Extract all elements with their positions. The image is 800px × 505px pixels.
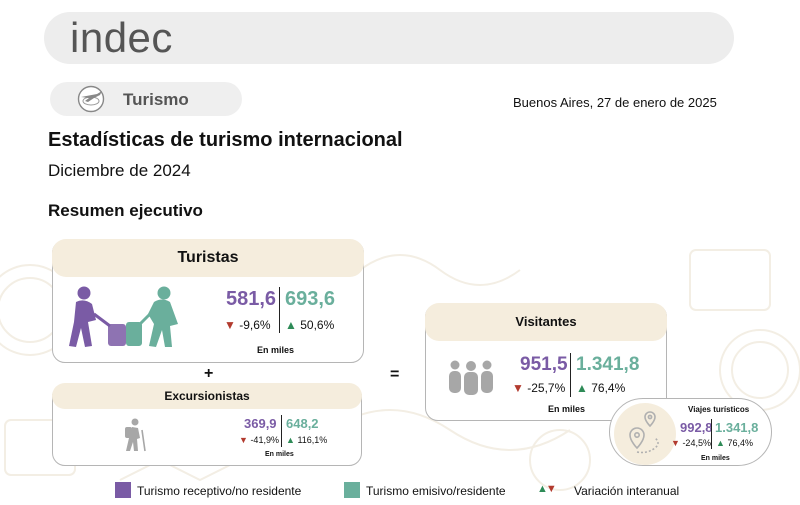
turistas-unit: En miles: [257, 345, 295, 355]
excursionistas-receptivo-value: 369,9: [244, 416, 277, 431]
visitantes-title: Visitantes: [515, 314, 577, 329]
up-arrow-icon: ▲: [537, 483, 548, 495]
excursionistas-receptivo-variation: ▼ -41,9%: [239, 435, 279, 445]
viajes-unit: En miles: [701, 455, 730, 462]
viajes-emisivo-variation: ▲ 76,4%: [716, 438, 753, 448]
excursionistas-title: Excursionistas: [164, 389, 250, 403]
hiker-icon: [125, 418, 146, 452]
visitantes-receptivo-value: 951,5: [520, 354, 568, 375]
up-arrow-icon: ▲: [716, 438, 725, 448]
turistas-emisivo-value: 693,6: [285, 288, 336, 310]
viajes-emisivo-value: 1.341,8: [715, 420, 759, 435]
excursionistas-card-header: Excursionistas: [52, 383, 362, 409]
excursionistas-emisivo-variation: ▲ 116,1%: [286, 435, 327, 445]
turistas-receptivo-var-label: -9,6%: [239, 318, 271, 332]
visitantes-emisivo-value: 1.341,8: [576, 354, 640, 375]
legend-variation-label: Variación interanual: [574, 484, 680, 498]
turistas-divider: [279, 287, 280, 333]
viajes-receptivo-variation: ▼ -24,5%: [671, 438, 711, 448]
plus-operator: +: [204, 365, 214, 382]
down-arrow-icon: ▼: [671, 438, 680, 448]
up-arrow-icon: ▲: [285, 318, 297, 332]
legend-emisivo-label: Turismo emisivo/residente: [366, 484, 506, 498]
turistas-emisivo-variation: ▲ 50,6%: [285, 318, 334, 332]
turistas-emisivo-var-label: 50,6%: [300, 318, 335, 332]
turistas-card-header: Turistas: [52, 239, 364, 277]
viajes-emisivo-var-label: 76,4%: [727, 438, 753, 448]
visitantes-card-header: Visitantes: [425, 303, 667, 341]
visitantes-emisivo-variation: ▲ 76,4%: [576, 381, 625, 395]
turistas-receptivo-variation: ▼ -9,6%: [224, 318, 271, 332]
turistas-receptivo-value: 581,6: [226, 288, 277, 310]
header-bar: [44, 12, 734, 64]
section-heading: Resumen ejecutivo: [48, 201, 203, 220]
page-title: Estadísticas de turismo internacional: [48, 129, 403, 151]
section-label: Turismo: [123, 90, 189, 109]
page-subtitle: Diciembre de 2024: [48, 161, 191, 180]
excursionistas-emisivo-var-label: 116,1%: [297, 435, 328, 445]
legend-receptivo-label: Turismo receptivo/no residente: [137, 484, 302, 498]
travelers-luggage-icon: [69, 286, 178, 347]
visitantes-unit: En miles: [548, 404, 586, 414]
excursionistas-emisivo-value: 648,2: [286, 416, 319, 431]
down-arrow-icon: ▼: [224, 318, 236, 332]
legend-emisivo-swatch: [344, 482, 360, 498]
excursionistas-divider: [281, 415, 282, 447]
viajes-receptivo-var-label: -24,5%: [682, 438, 711, 448]
turistas-title: Turistas: [177, 249, 239, 266]
viajes-receptivo-value: 992,8: [680, 420, 713, 435]
up-arrow-icon: ▲: [286, 435, 295, 445]
down-arrow-icon: ▼: [239, 435, 248, 445]
visitantes-receptivo-var-label: -25,7%: [527, 381, 566, 395]
plane-globe-icon: [77, 85, 105, 113]
group-people-icon: [449, 360, 493, 395]
visitantes-receptivo-variation: ▼ -25,7%: [512, 381, 565, 395]
viajes-title: Viajes turísticos: [688, 405, 750, 414]
down-arrow-icon: ▼: [545, 483, 557, 495]
map-pin-route-icon: [629, 411, 659, 454]
visitantes-divider: [570, 353, 571, 397]
excursionistas-receptivo-var-label: -41,9%: [250, 435, 279, 445]
report-date: Buenos Aires, 27 de enero de 2025: [513, 95, 717, 110]
legend-receptivo-swatch: [115, 482, 131, 498]
equals-operator: =: [390, 366, 400, 383]
excursionistas-unit: En miles: [265, 451, 294, 458]
viajes-divider: [711, 419, 712, 449]
up-arrow-icon: ▲: [576, 381, 588, 395]
visitantes-emisivo-var-label: 76,4%: [591, 381, 626, 395]
down-arrow-icon: ▼: [512, 381, 524, 395]
viajes-icon-circle: [614, 403, 676, 465]
indec-logo: indec: [70, 14, 173, 61]
legend-variation-arrows-icon: ▲▼: [537, 483, 557, 495]
